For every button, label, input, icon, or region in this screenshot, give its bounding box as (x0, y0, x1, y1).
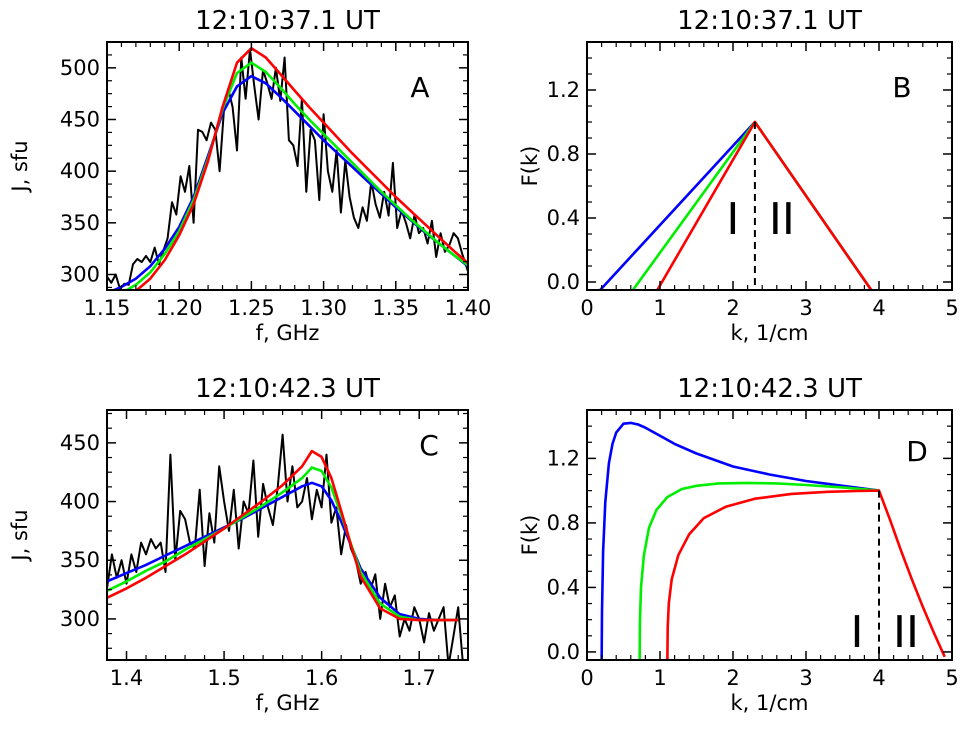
panel-c-ytick-label: 350 (60, 548, 100, 572)
panel-d-ylabel: F(k) (518, 515, 542, 556)
panel-b-xtick-label: 3 (799, 296, 812, 320)
panel-d-xtick-label: 4 (872, 666, 885, 690)
panel-c-ylabel: J, sfu (8, 509, 32, 562)
panel-d-ytick-label: 0.0 (547, 640, 580, 664)
panel-a-ytick-label: 450 (60, 108, 100, 132)
panel-c-xtick-label: 1.5 (207, 666, 240, 690)
panel-d-ytick-label: 0.4 (547, 575, 580, 599)
panel-c-xtick-label: 1.6 (305, 666, 338, 690)
panel-a-ylabel: J, sfu (8, 140, 32, 193)
panel-d-label: D (906, 435, 928, 468)
panel-a-title: 12:10:37.1 UT (195, 6, 380, 36)
panel-a-ytick-label: 400 (60, 159, 100, 183)
panel-d-xtick-label: 2 (726, 666, 739, 690)
panel-d-region-label-2: II (893, 607, 919, 658)
panel-d-series-1 (638, 481, 880, 660)
panel-a-xtick-label: 1.15 (84, 296, 131, 320)
panel-b-xtick-label: 4 (872, 296, 885, 320)
panel-c-series-0 (107, 433, 464, 660)
panel-c-ytick-label: 450 (60, 431, 100, 455)
panel-c-xlabel: f, GHz (256, 691, 320, 715)
panel-b-xlabel: k, 1/cm (731, 321, 809, 345)
panel-c-series-3 (107, 449, 459, 622)
panel-a-xlabel: f, GHz (256, 321, 320, 345)
panel-b-ytick-label: 0.8 (547, 142, 580, 166)
panel-d-title: 12:10:42.3 UT (677, 374, 862, 404)
panel-a-ytick-label: 300 (60, 263, 100, 287)
panel-d-xlabel: k, 1/cm (731, 691, 809, 715)
panel-a-xtick-label: 1.35 (372, 296, 419, 320)
panel-b-label: B (892, 71, 911, 104)
panel-a-series-3 (135, 46, 468, 290)
panel-a-series-0 (107, 48, 468, 290)
panel-b-title: 12:10:37.1 UT (677, 6, 862, 36)
panel-d-xtick-label: 5 (945, 666, 958, 690)
panel-a-xtick-label: 1.20 (156, 296, 203, 320)
panel-d-series-0 (600, 421, 880, 660)
panel-c-frame (106, 409, 469, 661)
panel-d-xtick-label: 1 (653, 666, 666, 690)
panel-b-series-1 (631, 120, 873, 290)
panel-c-ytick-label: 300 (60, 607, 100, 631)
panel-b-ytick-label: 0.4 (547, 206, 580, 230)
panel-c-ytick-label: 400 (60, 490, 100, 514)
panel-c-xtick-label: 1.4 (110, 666, 143, 690)
panel-a-series-2 (124, 61, 468, 290)
panel-c-series-1 (107, 481, 459, 622)
panel-d-xtick-label: 0 (580, 666, 593, 690)
panel-b-ylabel: F(k) (518, 146, 542, 187)
panel-c-xtick-label: 1.7 (403, 666, 436, 690)
panel-c-title: 12:10:42.3 UT (195, 374, 380, 404)
panel-b-region-label-2: II (769, 194, 795, 245)
panel-d-xtick-label: 3 (799, 666, 812, 690)
panel-b-frame (586, 41, 953, 291)
panel-d-region-label-1: I (851, 607, 864, 658)
panel-a-label: A (410, 71, 429, 104)
panel-c-label: C (419, 429, 439, 462)
panel-d-ytick-label: 1.2 (547, 446, 580, 470)
panel-b-region-label-1: I (726, 194, 739, 245)
panel-b-xtick-label: 0 (580, 296, 593, 320)
panel-a-xtick-label: 1.40 (445, 296, 492, 320)
panel-d-series-2 (666, 489, 946, 660)
panel-b-xtick-label: 5 (945, 296, 958, 320)
panel-a-xtick-label: 1.25 (228, 296, 275, 320)
panel-d-ytick-label: 0.8 (547, 511, 580, 535)
panel-b-ytick-label: 1.2 (547, 78, 580, 102)
panel-b-series-2 (655, 120, 873, 290)
panel-b-xtick-label: 1 (653, 296, 666, 320)
panel-a-ytick-label: 500 (60, 56, 100, 80)
panel-c-series-2 (107, 466, 459, 622)
panel-b-xtick-label: 2 (726, 296, 739, 320)
panel-b-ytick-label: 0.0 (547, 270, 580, 294)
panel-a-ytick-label: 350 (60, 211, 100, 235)
panel-a-frame (106, 41, 469, 291)
panel-d-frame (586, 409, 953, 661)
panel-a-xtick-label: 1.30 (300, 296, 347, 320)
